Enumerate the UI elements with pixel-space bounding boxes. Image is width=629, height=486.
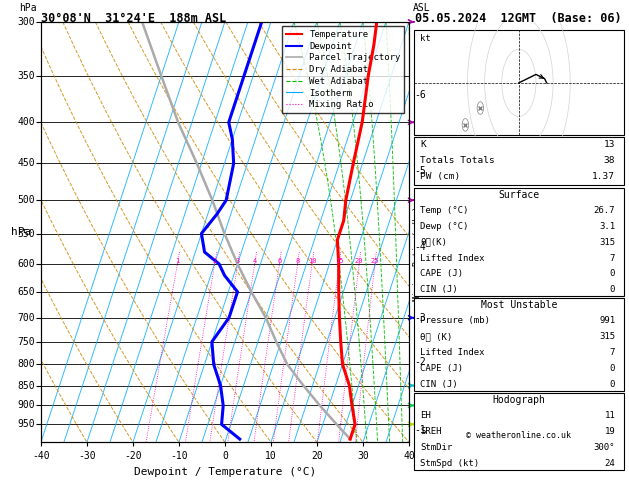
Text: 2: 2 xyxy=(213,258,217,264)
Text: 350: 350 xyxy=(18,70,35,81)
X-axis label: Dewpoint / Temperature (°C): Dewpoint / Temperature (°C) xyxy=(134,467,316,477)
Text: K: K xyxy=(420,139,426,149)
Text: 11: 11 xyxy=(604,411,615,420)
Text: 750: 750 xyxy=(18,337,35,347)
Text: Totals Totals: Totals Totals xyxy=(420,156,495,165)
Text: CAPE (J): CAPE (J) xyxy=(420,364,464,373)
Text: 0: 0 xyxy=(610,269,615,278)
Text: kt: kt xyxy=(420,35,431,43)
Text: 650: 650 xyxy=(18,287,35,297)
Text: -3: -3 xyxy=(415,312,426,323)
Text: 400: 400 xyxy=(18,117,35,127)
Text: 3.1: 3.1 xyxy=(599,222,615,230)
Text: -5: -5 xyxy=(415,166,426,176)
Bar xyxy=(414,138,624,185)
Text: CIN (J): CIN (J) xyxy=(420,285,458,295)
Bar xyxy=(414,30,624,136)
Text: θᴇ (K): θᴇ (K) xyxy=(420,332,453,341)
Text: Lifted Index: Lifted Index xyxy=(420,254,485,262)
Text: © weatheronline.co.uk: © weatheronline.co.uk xyxy=(466,431,571,440)
Text: -4: -4 xyxy=(415,242,426,252)
Text: 15: 15 xyxy=(335,258,343,264)
Text: StmDir: StmDir xyxy=(420,443,453,452)
Text: 0: 0 xyxy=(610,380,615,389)
Text: -6: -6 xyxy=(415,90,426,100)
Text: 550: 550 xyxy=(18,228,35,239)
Text: 700: 700 xyxy=(18,312,35,323)
Text: 850: 850 xyxy=(18,381,35,391)
Bar xyxy=(414,298,624,391)
Text: PW (cm): PW (cm) xyxy=(420,172,460,180)
Text: 30°08'N  31°24'E  188m ASL: 30°08'N 31°24'E 188m ASL xyxy=(41,12,226,25)
Text: CAPE (J): CAPE (J) xyxy=(420,269,464,278)
Text: hPa: hPa xyxy=(19,3,36,14)
Text: 25: 25 xyxy=(370,258,379,264)
Text: 4: 4 xyxy=(253,258,257,264)
Text: 10: 10 xyxy=(308,258,316,264)
Text: θᴇ(K): θᴇ(K) xyxy=(420,238,447,246)
Text: Pressure (mb): Pressure (mb) xyxy=(420,316,490,325)
Text: Dewp (°C): Dewp (°C) xyxy=(420,222,469,230)
Text: 300°: 300° xyxy=(594,443,615,452)
Text: 7: 7 xyxy=(610,348,615,357)
Text: SREH: SREH xyxy=(420,427,442,436)
Text: 20: 20 xyxy=(355,258,364,264)
Text: Hodograph: Hodograph xyxy=(493,395,545,405)
Bar xyxy=(414,393,624,469)
Text: 24: 24 xyxy=(604,459,615,468)
Text: 315: 315 xyxy=(599,238,615,246)
Text: 991: 991 xyxy=(599,316,615,325)
Text: 1: 1 xyxy=(175,258,179,264)
Text: 0: 0 xyxy=(610,364,615,373)
Text: 500: 500 xyxy=(18,195,35,205)
Text: 800: 800 xyxy=(18,359,35,369)
Text: 900: 900 xyxy=(18,400,35,411)
Bar xyxy=(414,188,624,296)
Text: Surface: Surface xyxy=(498,190,540,200)
Text: 05.05.2024  12GMT  (Base: 06): 05.05.2024 12GMT (Base: 06) xyxy=(415,12,621,25)
Text: Mixing Ratio (g/kg): Mixing Ratio (g/kg) xyxy=(413,206,421,300)
Text: 950: 950 xyxy=(18,419,35,429)
Text: 13: 13 xyxy=(604,139,615,149)
Text: StmSpd (kt): StmSpd (kt) xyxy=(420,459,479,468)
Text: 600: 600 xyxy=(18,259,35,269)
Text: 450: 450 xyxy=(18,158,35,169)
Legend: Temperature, Dewpoint, Parcel Trajectory, Dry Adiabat, Wet Adiabat, Isotherm, Mi: Temperature, Dewpoint, Parcel Trajectory… xyxy=(282,26,404,113)
Text: 6: 6 xyxy=(277,258,282,264)
Text: Most Unstable: Most Unstable xyxy=(481,300,557,311)
Text: 315: 315 xyxy=(599,332,615,341)
Text: 0: 0 xyxy=(610,285,615,295)
Text: Lifted Index: Lifted Index xyxy=(420,348,485,357)
Text: EH: EH xyxy=(420,411,431,420)
Text: 300: 300 xyxy=(18,17,35,27)
Text: 3: 3 xyxy=(236,258,240,264)
Text: -2: -2 xyxy=(415,357,426,367)
Text: 38: 38 xyxy=(604,156,615,165)
Text: hPa: hPa xyxy=(11,227,31,237)
Text: -1: -1 xyxy=(415,425,426,435)
Text: CIN (J): CIN (J) xyxy=(420,380,458,389)
Text: 1.37: 1.37 xyxy=(592,172,615,180)
Text: km
ASL: km ASL xyxy=(413,0,430,14)
Text: 26.7: 26.7 xyxy=(594,206,615,215)
Text: 7: 7 xyxy=(610,254,615,262)
Text: Temp (°C): Temp (°C) xyxy=(420,206,469,215)
Text: 19: 19 xyxy=(604,427,615,436)
Text: 8: 8 xyxy=(296,258,300,264)
